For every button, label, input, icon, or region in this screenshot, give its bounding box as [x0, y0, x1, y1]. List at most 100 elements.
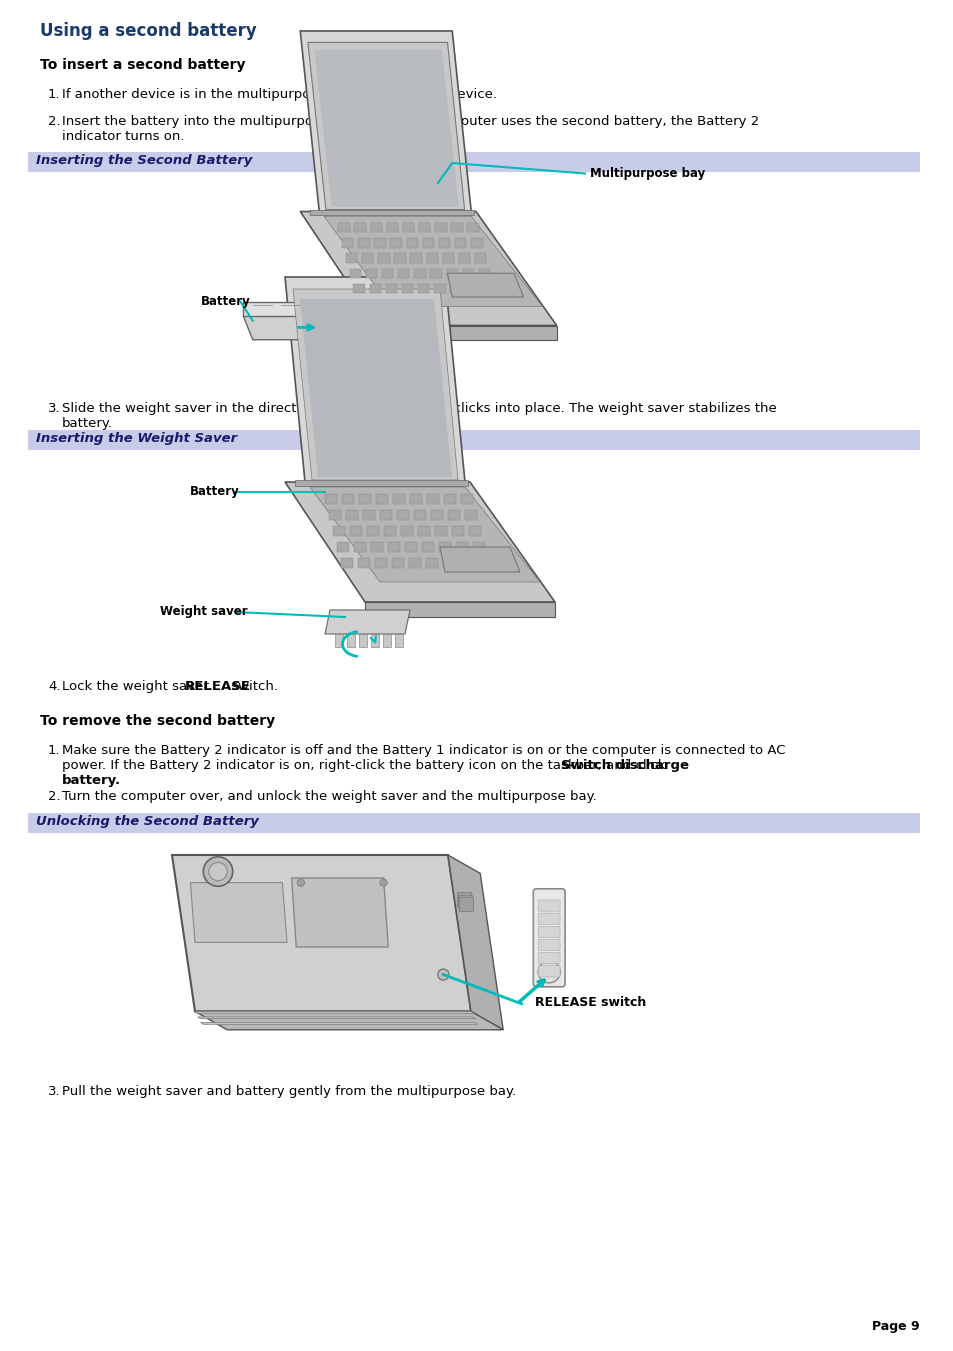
Polygon shape [374, 238, 385, 247]
Polygon shape [442, 253, 454, 263]
Polygon shape [361, 253, 373, 263]
Polygon shape [410, 494, 421, 504]
Polygon shape [475, 253, 486, 263]
Polygon shape [405, 542, 416, 553]
Polygon shape [431, 509, 442, 520]
Polygon shape [292, 878, 388, 947]
Polygon shape [451, 223, 462, 232]
Polygon shape [371, 634, 378, 647]
Polygon shape [426, 558, 437, 567]
Polygon shape [353, 284, 364, 293]
Polygon shape [395, 634, 402, 647]
Text: Weight saver: Weight saver [160, 605, 248, 619]
Text: RELEASE switch: RELEASE switch [535, 996, 646, 1009]
Polygon shape [285, 277, 464, 482]
Text: 2.: 2. [48, 790, 61, 802]
Circle shape [203, 857, 233, 886]
Text: 1.: 1. [48, 744, 61, 757]
Text: Turn the computer over, and unlock the weight saver and the multipurpose bay.: Turn the computer over, and unlock the w… [62, 790, 597, 802]
Polygon shape [422, 238, 434, 247]
Text: Pull the weight saver and battery gently from the multipurpose bay.: Pull the weight saver and battery gently… [62, 1085, 516, 1098]
Text: battery.: battery. [62, 417, 112, 430]
FancyBboxPatch shape [28, 430, 919, 450]
Polygon shape [325, 611, 410, 634]
Polygon shape [310, 486, 539, 582]
Polygon shape [443, 494, 456, 504]
Polygon shape [384, 526, 395, 536]
Polygon shape [365, 603, 555, 617]
Polygon shape [446, 269, 457, 278]
Polygon shape [200, 1023, 477, 1024]
Polygon shape [314, 50, 458, 207]
Polygon shape [434, 284, 445, 293]
Polygon shape [363, 509, 375, 520]
Polygon shape [418, 223, 430, 232]
Text: To insert a second battery: To insert a second battery [40, 58, 245, 72]
Polygon shape [385, 284, 396, 293]
Polygon shape [325, 494, 336, 504]
Text: Page 9: Page 9 [871, 1320, 919, 1333]
Text: Insert the battery into the multipurpose bay. When the computer uses the second : Insert the battery into the multipurpose… [62, 115, 759, 128]
Polygon shape [401, 284, 413, 293]
Polygon shape [447, 273, 523, 297]
Polygon shape [243, 301, 314, 316]
Text: RELEASE: RELEASE [185, 680, 251, 693]
Circle shape [296, 880, 304, 886]
Polygon shape [354, 223, 365, 232]
Polygon shape [341, 494, 354, 504]
Polygon shape [390, 238, 401, 247]
Polygon shape [400, 526, 413, 536]
Polygon shape [430, 269, 441, 278]
Text: Battery: Battery [190, 485, 239, 499]
Polygon shape [438, 238, 450, 247]
Polygon shape [482, 284, 494, 293]
Polygon shape [442, 558, 455, 567]
Polygon shape [397, 269, 409, 278]
Polygon shape [435, 526, 447, 536]
Polygon shape [357, 558, 370, 567]
Polygon shape [293, 289, 457, 480]
Text: Using a second battery: Using a second battery [40, 22, 256, 41]
Polygon shape [338, 223, 350, 232]
Polygon shape [466, 284, 477, 293]
Polygon shape [191, 882, 287, 943]
Polygon shape [365, 269, 376, 278]
Polygon shape [478, 269, 490, 278]
Polygon shape [476, 558, 489, 567]
Text: Inserting the Weight Saver: Inserting the Weight Saver [36, 432, 237, 444]
Text: To remove the second battery: To remove the second battery [40, 713, 274, 728]
Polygon shape [426, 253, 437, 263]
Polygon shape [457, 894, 472, 908]
Text: 2.: 2. [48, 115, 61, 128]
Polygon shape [367, 526, 378, 536]
Polygon shape [308, 42, 464, 209]
FancyBboxPatch shape [537, 966, 559, 977]
Polygon shape [347, 634, 355, 647]
Polygon shape [300, 212, 557, 326]
Polygon shape [450, 284, 461, 293]
Polygon shape [393, 494, 405, 504]
Text: Battery: Battery [200, 296, 250, 308]
Text: switch.: switch. [227, 680, 278, 693]
Polygon shape [294, 480, 468, 486]
Polygon shape [409, 558, 420, 567]
Polygon shape [299, 299, 452, 477]
Polygon shape [375, 494, 388, 504]
Polygon shape [285, 482, 555, 603]
Polygon shape [460, 494, 473, 504]
Circle shape [379, 880, 387, 886]
Polygon shape [448, 509, 459, 520]
FancyBboxPatch shape [28, 153, 919, 172]
Polygon shape [435, 223, 446, 232]
Polygon shape [197, 1017, 476, 1019]
Polygon shape [194, 1012, 502, 1029]
Polygon shape [350, 269, 360, 278]
Polygon shape [417, 526, 430, 536]
Polygon shape [467, 223, 478, 232]
Text: Unlocking the Second Battery: Unlocking the Second Battery [36, 815, 258, 828]
Polygon shape [333, 526, 345, 536]
Polygon shape [402, 223, 414, 232]
Polygon shape [452, 526, 463, 536]
Polygon shape [324, 216, 542, 307]
Polygon shape [381, 269, 393, 278]
